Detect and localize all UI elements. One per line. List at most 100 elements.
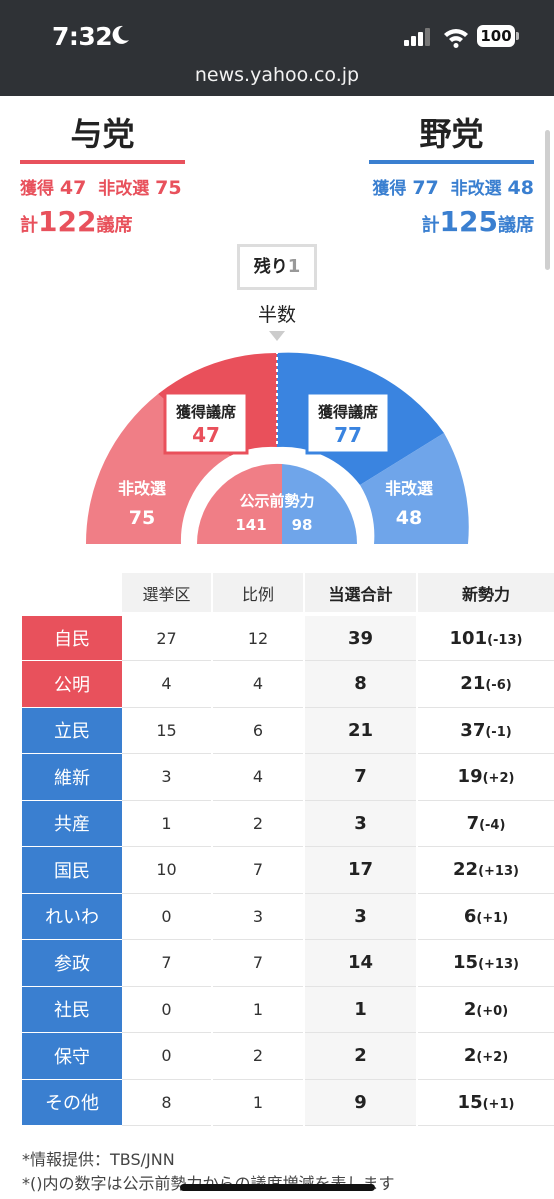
party-name-value: 国民: [54, 860, 90, 882]
new-strength: 37(-1): [416, 707, 554, 754]
new-strength: 7(-4): [416, 800, 554, 847]
won-label: 獲得: [20, 179, 54, 199]
pre-election-left: [196, 463, 282, 544]
total-seats-value: 3: [354, 905, 367, 927]
battery-tip: [516, 32, 519, 40]
pr-seats-value: 7: [252, 860, 264, 880]
party-name-value: 参政: [54, 953, 90, 975]
party-name: その他: [22, 1079, 122, 1126]
table-row: 公明 4 4 8 21(-6): [22, 660, 554, 708]
party-name: 共産: [22, 800, 122, 847]
district-seats: 8: [122, 1079, 212, 1126]
total-seats-value: 17: [347, 859, 374, 881]
party-name: 保守: [22, 1032, 122, 1080]
pr-seats-value: 1: [252, 999, 264, 1019]
ruling-bloc: 与党 獲得 47 非改選 75 計122議席: [20, 110, 185, 238]
url-bar[interactable]: news.yahoo.co.jp: [194, 64, 360, 86]
total-seats: 39: [303, 614, 417, 661]
new-strength: 101(-13): [416, 614, 554, 661]
pre-election-label: 公示前勢力: [239, 492, 314, 510]
party-name-value: 共産: [54, 814, 90, 836]
district-seats-value: 3: [161, 767, 172, 787]
new-strength-value: 2: [463, 1045, 477, 1067]
ruling-bloc-title: 与党: [70, 115, 135, 153]
new-strength-value: 15: [457, 1091, 483, 1113]
table-row: 自民 27 12 39 101(-13): [22, 614, 554, 661]
new-strength-value: 15: [453, 952, 479, 974]
pr-seats-value: 7: [252, 953, 264, 973]
seat-chart: 獲得議席 47 獲得議席 77 非改選 75 非改選 48 公示前勢力 141 …: [85, 331, 469, 544]
total-seats: 3: [303, 893, 417, 940]
pr-seats-value: 3: [252, 906, 264, 926]
won-count: 77: [412, 177, 439, 199]
signal-icon: [404, 28, 430, 46]
new-strength: 6(+1): [416, 893, 554, 940]
party-name: 参政: [22, 939, 122, 987]
new-strength-value: 21: [460, 673, 486, 695]
pre-election-right: [282, 464, 358, 544]
party-name-value: 自民: [54, 629, 90, 650]
party-name-value: 社民: [54, 1000, 90, 1022]
seat-change: (+2): [482, 771, 515, 787]
table-row: その他 8 1 9 15(+1): [22, 1079, 554, 1126]
new-strength: 22(+13): [416, 846, 554, 894]
party-name: れいわ: [22, 893, 122, 940]
seat-change: (-13): [487, 632, 523, 648]
new-strength-value: 19: [457, 766, 483, 788]
remaining-count: 1: [287, 256, 301, 277]
party-name: 社民: [22, 986, 122, 1033]
new-strength: 15(+13): [416, 939, 554, 987]
total-seats: 3: [303, 800, 417, 847]
header-district: 選挙区: [122, 573, 212, 616]
moon-icon: [112, 25, 129, 44]
total-seats: 21: [303, 707, 417, 754]
pr-seats-value: 6: [252, 720, 264, 740]
won-count: 47: [59, 177, 87, 199]
new-strength-value: 101: [449, 627, 488, 649]
seat-change: (-6): [485, 678, 512, 694]
new-strength: 15(+1): [416, 1079, 554, 1126]
pr-seats: 12: [211, 614, 304, 661]
new-strength: 21(-6): [416, 660, 554, 708]
scrollbar[interactable]: [545, 130, 550, 270]
seat-change: (-1): [485, 724, 512, 740]
new-strength: 2(+2): [416, 1032, 554, 1080]
non-contested-label: 非改選: [450, 179, 502, 199]
total-seats: 17: [303, 846, 417, 894]
ruling-won-value: 47: [192, 423, 220, 447]
opposition-won-value: 77: [334, 423, 362, 447]
seat-change: (+13): [478, 864, 519, 880]
pr-seats-value: 4: [252, 767, 264, 787]
pr-seats: 6: [211, 707, 304, 754]
ruling-non-contested-value: 75: [129, 507, 155, 529]
opposition-bloc-total: 計125議席: [369, 205, 534, 238]
seat-change: (-4): [479, 817, 506, 833]
pr-seats: 3: [211, 893, 304, 940]
new-strength-value: 6: [463, 905, 477, 927]
total-seats: 125: [439, 205, 498, 238]
district-seats: 4: [122, 660, 212, 708]
chart-shapes: [85, 331, 469, 544]
seat-change: (+0): [476, 1003, 509, 1019]
table-header-row: 選挙区 比例 当選合計 新勢力: [22, 573, 554, 616]
wifi-icon: [444, 29, 468, 48]
total-prefix: 計: [20, 215, 38, 236]
total-prefix: 計: [421, 215, 440, 236]
table-body: 自民 27 12 39 101(-13) 公明 4 4 8 21(-6) 立民 15 6 21 37(-1)…: [22, 614, 554, 1126]
new-strength-value: 7: [466, 812, 480, 834]
header-pr: 比例: [211, 573, 304, 616]
home-indicator[interactable]: [180, 1184, 375, 1191]
table-row: 維新 3 4 7 19(+2): [22, 753, 554, 801]
pr-seats: 1: [211, 986, 304, 1033]
total-seats: 122: [38, 205, 97, 238]
pr-seats: 4: [211, 753, 304, 801]
seat-change: (+1): [482, 1096, 515, 1112]
district-seats: 0: [122, 893, 212, 940]
opposition-non-contested-label: 非改選: [385, 479, 433, 498]
total-seats: 9: [303, 1079, 417, 1126]
pr-seats: 4: [211, 660, 304, 708]
party-name-value: 保守: [54, 1046, 90, 1068]
total-seats: 1: [303, 986, 417, 1033]
party-name-value: 立民: [54, 721, 90, 743]
district-seats-value: 8: [161, 1092, 172, 1112]
